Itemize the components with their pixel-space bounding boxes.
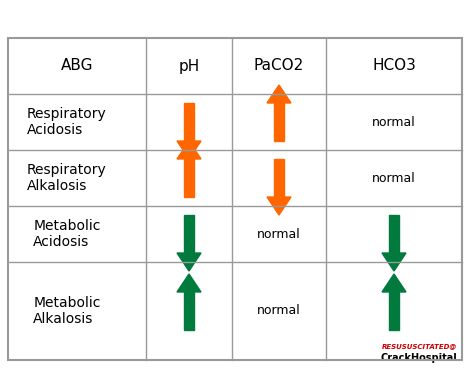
Bar (389, 215, 399, 253)
Bar (184, 292, 194, 330)
Text: normal: normal (257, 227, 301, 241)
Polygon shape (267, 85, 291, 103)
Polygon shape (382, 253, 406, 271)
Bar (184, 159, 194, 197)
Bar (389, 292, 399, 330)
Text: normal: normal (257, 304, 301, 318)
Polygon shape (177, 253, 201, 271)
Polygon shape (382, 274, 406, 292)
Text: pH: pH (178, 59, 200, 74)
Text: Respiratory
Acidosis: Respiratory Acidosis (27, 107, 107, 137)
Polygon shape (177, 274, 201, 292)
Polygon shape (267, 197, 291, 215)
Bar (274, 159, 284, 197)
Text: ABG: ABG (61, 59, 93, 74)
Bar (184, 103, 194, 141)
Text: HCO3: HCO3 (372, 59, 416, 74)
Polygon shape (177, 141, 201, 159)
Text: normal: normal (372, 116, 416, 128)
Text: Metabolic
Acidosis: Metabolic Acidosis (33, 219, 100, 249)
Text: Respiratory
Alkalosis: Respiratory Alkalosis (27, 163, 107, 193)
Text: RESUSUSCITATED@: RESUSUSCITATED@ (382, 343, 457, 349)
Text: PaCO2: PaCO2 (254, 59, 304, 74)
Text: Metabolic
Alkalosis: Metabolic Alkalosis (33, 296, 100, 326)
Bar (274, 103, 284, 141)
Polygon shape (177, 141, 201, 159)
Text: normal: normal (372, 171, 416, 184)
Bar (184, 215, 194, 253)
Text: CrackHospital: CrackHospital (380, 353, 457, 363)
Bar (8, 38, 462, 360)
